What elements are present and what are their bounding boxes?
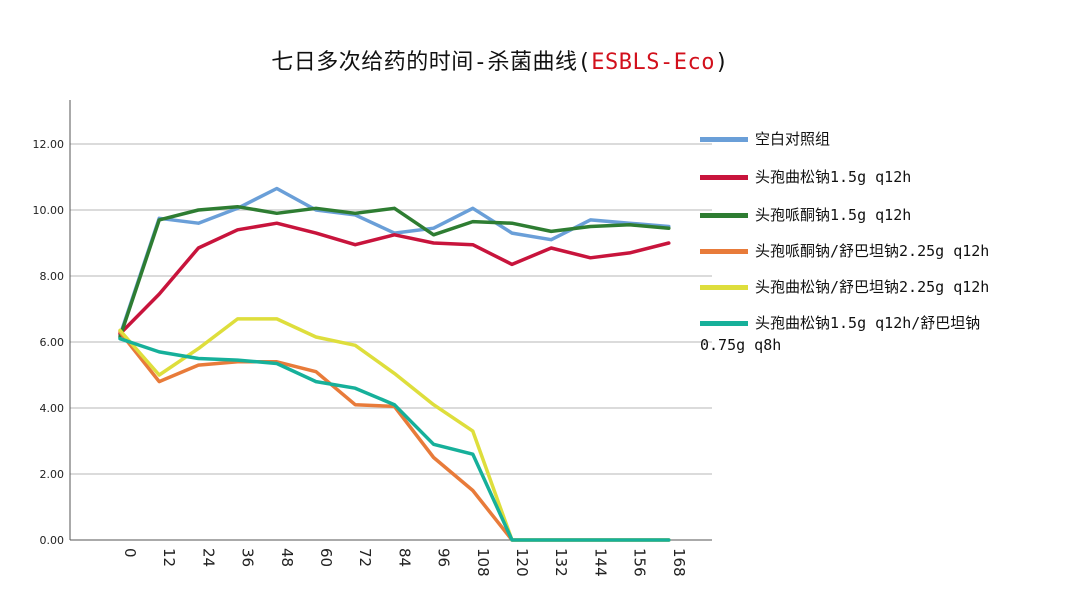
x-tick-label: 48: [278, 548, 296, 567]
chart-title-accent: ESBLS-Eco: [591, 50, 715, 75]
series-line-1: [118, 221, 671, 336]
legend-label-text: 头孢哌酮钠/舒巴坦钠2.25g q12h: [755, 242, 990, 260]
legend-label-text-line2: 0.75g q8h: [700, 336, 782, 354]
x-tick-label: 96: [435, 548, 453, 567]
legend-label-text: 空白对照组: [755, 130, 831, 148]
legend-swatch: [700, 213, 748, 218]
legend-label: 头孢曲松钠1.5g q12h: [755, 166, 1065, 188]
y-tick-label: 2.00: [40, 468, 65, 481]
chart-title-suffix: ): [714, 50, 729, 75]
gridlines: [70, 143, 712, 475]
y-tick-label: 8.00: [40, 270, 65, 283]
legend-label-text: 头孢曲松钠1.5g q12h/舒巴坦钠: [755, 314, 981, 332]
legend-label: 头孢哌酮钠/舒巴坦钠2.25g q12h: [755, 240, 1065, 262]
x-tick-label: 12: [160, 548, 178, 567]
x-tick-label: 60: [317, 548, 335, 567]
y-tick-label: 0.00: [40, 534, 65, 547]
legend-swatch: [700, 249, 748, 254]
x-axis: 0 12 24 36 48 60 72 84 96 108 120 132 144 156 168: [70, 539, 712, 577]
x-tick-label: 168: [670, 548, 688, 577]
x-tick-label: 132: [552, 548, 570, 577]
x-tick-label: 108: [474, 548, 492, 577]
x-tick-label: 120: [513, 548, 531, 577]
legend-label: 头孢哌酮钠1.5g q12h: [755, 204, 1065, 226]
x-tick-label: 0: [121, 548, 139, 558]
x-tick-label: 144: [591, 548, 609, 577]
x-tick-label: 156: [631, 548, 649, 577]
legend-swatch: [700, 175, 748, 180]
series-line-3: [118, 330, 671, 542]
chart-title-main: 七日多次给药的时间-杀菌曲线(: [271, 50, 592, 75]
legend-label: 头孢曲松钠/舒巴坦钠2.25g q12h: [755, 276, 1065, 298]
series-lines: [118, 186, 671, 542]
y-tick-label: 10.00: [33, 204, 65, 217]
x-tick-label: 24: [199, 548, 217, 567]
x-tick-label: 84: [395, 548, 413, 567]
y-axis: 0.00 2.00 4.00 6.00 8.00 10.00 12.00: [33, 100, 71, 547]
y-tick-label: 6.00: [40, 336, 65, 349]
series-line-2: [118, 204, 671, 339]
legend-swatch: [700, 321, 748, 326]
y-tick-label: 4.00: [40, 402, 65, 415]
legend-swatch: [700, 285, 748, 290]
chart-title: 七日多次给药的时间-杀菌曲线(ESBLS-Eco): [0, 44, 1000, 76]
legend-label: 空白对照组: [755, 128, 1065, 150]
legend-label-text: 头孢曲松钠1.5g q12h: [755, 168, 912, 186]
x-tick-label: 72: [356, 548, 374, 567]
legend-swatch: [700, 137, 748, 142]
legend-label-text: 头孢哌酮钠1.5g q12h: [755, 206, 912, 224]
legend-label-text: 头孢曲松钠/舒巴坦钠2.25g q12h: [755, 278, 990, 296]
x-tick-label: 36: [239, 548, 257, 567]
series-line-5: [118, 336, 671, 542]
series-line-4: [118, 317, 671, 542]
legend-label: 头孢曲松钠1.5g q12h/舒巴坦钠 0.75g q8h: [700, 312, 1065, 356]
y-tick-label: 12.00: [33, 138, 65, 151]
